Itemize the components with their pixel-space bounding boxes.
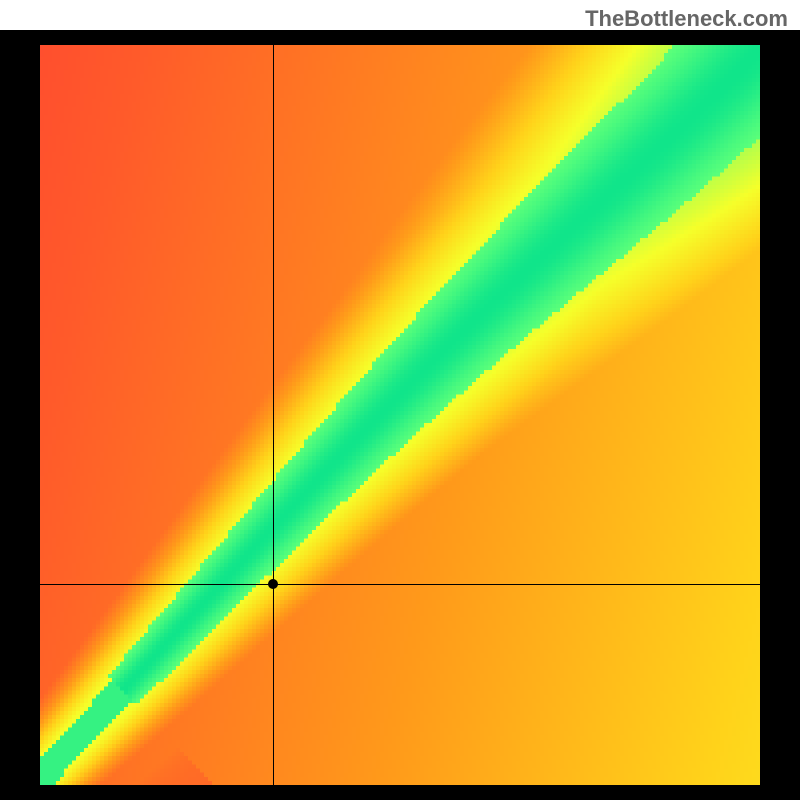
watermark-text: TheBottleneck.com: [585, 6, 788, 32]
crosshair-horizontal: [40, 584, 760, 585]
heatmap-canvas: [40, 45, 760, 785]
crosshair-vertical: [273, 45, 274, 785]
heatmap-plot: [40, 45, 760, 785]
data-point-marker: [268, 579, 278, 589]
plot-frame: [0, 30, 800, 800]
